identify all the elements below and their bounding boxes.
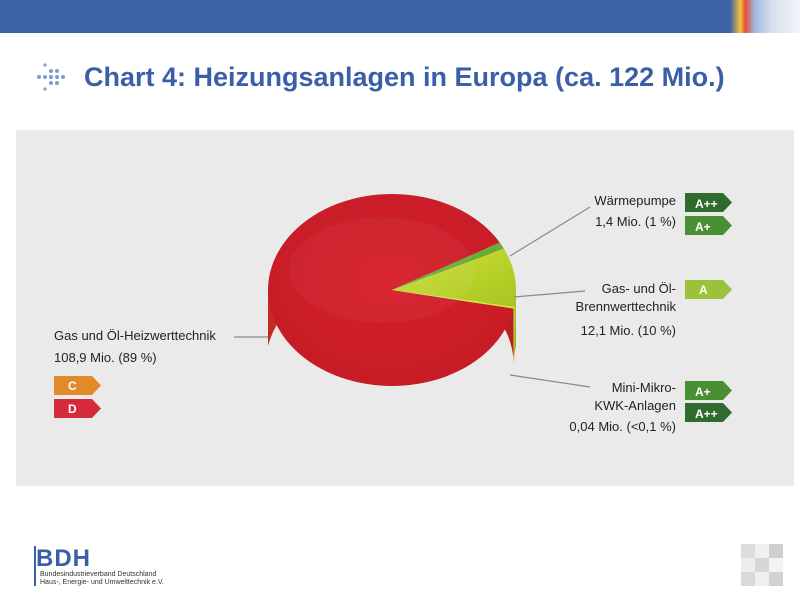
efficiency-badge-kwk-ap: A+: [685, 381, 732, 400]
leader-line-waermepumpe: [509, 206, 591, 257]
slice-label-brennwert-name2: Brennwerttechnik: [575, 299, 676, 314]
logo-bar: [34, 546, 36, 586]
efficiency-badge-kwk-ap-text: A+: [695, 385, 711, 399]
logo-subtitle-line1: Bundesindustrieverband Deutschland: [40, 571, 157, 578]
efficiency-badge-brennwert-a-text: A: [699, 283, 708, 297]
pie-slice-kwk: [392, 290, 515, 309]
header-band: [0, 33, 800, 113]
leader-line-brennwert: [513, 290, 586, 298]
page-title: Chart 4: Heizungsanlagen in Europa (ca. …: [84, 62, 725, 92]
efficiency-badge-waermepumpe-ap-text: A+: [695, 220, 711, 234]
efficiency-badge-d-text: D: [68, 402, 77, 416]
header-image: [730, 0, 800, 33]
pie-slice-heizwert: [267, 194, 514, 386]
slice-label-waermepumpe-value: 1,4 Mio. (1 %): [595, 214, 676, 229]
slice-label-waermepumpe: Wärmepumpe 1,4 Mio. (1 %): [594, 192, 676, 231]
efficiency-badge-kwk-app-text: A++: [695, 407, 718, 421]
slice-label-kwk-value: 0,04 Mio. (<0,1 %): [569, 419, 676, 434]
slice-label-brennwert: Gas- und Öl- Brennwerttechnik 12,1 Mio. …: [576, 280, 676, 340]
efficiency-badge-c-text: C: [68, 379, 77, 393]
slice-label-waermepumpe-name: Wärmepumpe: [594, 193, 676, 208]
logo-subtitle-line2: Haus-, Energie- und Umwelttechnik e.V.: [40, 579, 164, 586]
arrow-dots-icon: [37, 63, 65, 91]
pie-highlight: [289, 217, 475, 323]
logo: BDH: [36, 545, 91, 572]
slice-label-kwk: Mini-Mikro- KWK-Anlagen 0,04 Mio. (<0,1 …: [569, 379, 676, 436]
slice-label-heizwert-value: 108,9 Mio. (89 %): [54, 350, 157, 365]
leader-line-kwk: [509, 374, 591, 388]
top-bar: [0, 0, 800, 33]
slice-label-brennwert-value: 12,1 Mio. (10 %): [580, 323, 676, 338]
slice-label-brennwert-name1: Gas- und Öl-: [601, 281, 676, 296]
corner-decoration: [741, 544, 783, 586]
pie-side-brennwert: [514, 290, 516, 363]
efficiency-badge-brennwert-a: A: [685, 280, 732, 299]
slice-label-heizwert: Gas und Öl-Heizwerttechnik 108,9 Mio. (8…: [54, 327, 216, 367]
pie-slice-brennwert: [392, 248, 516, 307]
logo-subtitle: Bundesindustrieverband Deutschland Haus-…: [40, 571, 164, 587]
slice-label-kwk-name1: Mini-Mikro-: [611, 380, 676, 395]
efficiency-badge-kwk-app: A++: [685, 403, 732, 422]
efficiency-badge-waermepumpe-app: A++: [685, 193, 732, 212]
slice-label-heizwert-name: Gas und Öl-Heizwerttechnik: [54, 328, 216, 343]
efficiency-badge-c: C: [54, 376, 101, 395]
efficiency-badge-d: D: [54, 399, 101, 418]
slice-label-kwk-name2: KWK-Anlagen: [594, 398, 676, 413]
pie-slice-waermepumpe: [392, 242, 504, 290]
efficiency-badge-waermepumpe-app-text: A++: [695, 197, 718, 211]
efficiency-badge-waermepumpe-ap: A+: [685, 216, 732, 235]
